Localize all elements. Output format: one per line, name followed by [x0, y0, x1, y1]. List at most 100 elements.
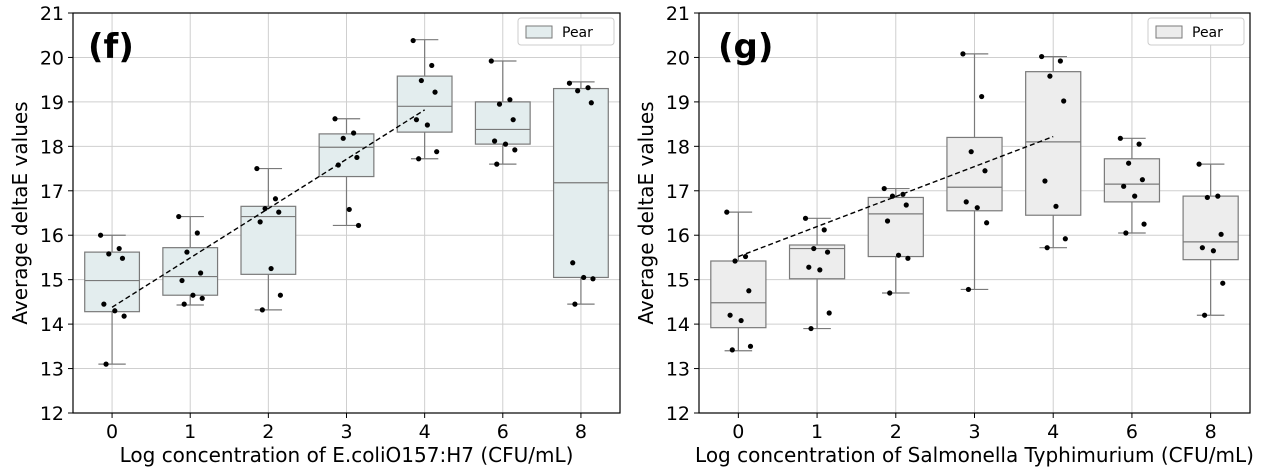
data-point [585, 85, 591, 91]
y-tick-label: 15 [666, 270, 690, 292]
data-point [729, 347, 735, 353]
data-point [259, 307, 265, 313]
box-iqr [162, 247, 219, 296]
y-tick-label: 14 [40, 314, 64, 336]
data-point [97, 232, 104, 238]
x-tick-label: 4 [1047, 421, 1059, 443]
data-point [116, 245, 122, 252]
data-point [488, 58, 494, 64]
data-point [824, 249, 831, 255]
data-point [572, 301, 578, 307]
x-tick-label: 0 [106, 421, 118, 443]
data-point [1220, 280, 1226, 286]
data-point [1121, 183, 1127, 189]
legend-swatch [525, 25, 553, 39]
data-point [884, 218, 891, 224]
data-point [570, 260, 576, 266]
data-point [1132, 193, 1138, 199]
data-point [272, 196, 279, 202]
x-tick-label: 8 [1205, 421, 1217, 443]
x-tick-label: 8 [575, 421, 587, 443]
data-point [732, 258, 738, 264]
data-point [581, 274, 587, 281]
x-tick-label: 2 [890, 421, 902, 443]
data-point [1141, 221, 1147, 227]
data-point [889, 193, 896, 199]
data-point [806, 264, 812, 270]
box-iqr [1182, 195, 1239, 261]
y-tick-label: 19 [666, 92, 690, 114]
x-tick-label: 1 [184, 421, 196, 443]
y-tick-label: 17 [666, 181, 690, 203]
data-point [1039, 53, 1045, 60]
data-point [112, 308, 118, 314]
data-point [817, 267, 823, 273]
legend-label: Pear [1192, 25, 1223, 41]
x-tick-label: 6 [1126, 421, 1138, 443]
legend-label: Pear [562, 25, 593, 41]
box-iqr [396, 75, 453, 133]
data-point [491, 138, 498, 144]
data-point [1057, 58, 1063, 64]
data-point [1139, 177, 1145, 183]
data-point [903, 202, 909, 208]
data-point [184, 249, 190, 255]
data-point [1117, 135, 1123, 141]
data-point [1136, 141, 1142, 147]
x-axis-label: Log concentration of Salmonella Typhimur… [695, 443, 1254, 467]
data-point [103, 361, 109, 367]
x-tick-label: 3 [968, 421, 980, 443]
x-tick-label: 3 [340, 421, 352, 443]
x-tick-label: 1 [811, 421, 823, 443]
y-tick-label: 21 [666, 3, 690, 25]
data-point [494, 161, 500, 167]
data-point [199, 295, 205, 301]
data-point [332, 116, 338, 122]
y-tick-label: 20 [40, 47, 64, 69]
data-point [1062, 236, 1068, 242]
data-point [1061, 98, 1067, 104]
trend-line [738, 135, 1054, 258]
data-point [811, 245, 817, 252]
y-tick-label: 16 [666, 225, 690, 247]
data-point [413, 117, 420, 123]
data-point [346, 206, 352, 213]
box-iqr [1025, 71, 1082, 216]
data-point [1042, 178, 1048, 184]
y-axis-label: Average deltaE values [8, 101, 32, 324]
box-iqr [788, 244, 846, 280]
box-iqr [84, 251, 141, 313]
y-tick-label: 13 [666, 359, 690, 381]
data-point [724, 209, 730, 215]
box-iqr [867, 196, 924, 258]
data-point [340, 135, 346, 141]
data-point [179, 277, 185, 284]
y-tick-label: 16 [40, 225, 64, 247]
y-tick-label: 21 [40, 3, 64, 25]
data-point [1044, 245, 1050, 251]
data-point [418, 77, 424, 84]
box-iqr [710, 260, 767, 329]
y-tick-label: 17 [40, 181, 64, 203]
data-point [510, 117, 516, 123]
data-point [1204, 194, 1210, 201]
data-point [887, 290, 893, 296]
data-point [351, 130, 357, 136]
data-point [1201, 312, 1208, 318]
data-point [190, 292, 196, 298]
data-point [257, 219, 263, 225]
data-point [802, 215, 809, 221]
data-point [1199, 245, 1205, 251]
y-tick-label: 14 [666, 314, 690, 336]
data-point [1123, 230, 1129, 236]
data-point [410, 37, 416, 44]
data-point [432, 89, 438, 95]
data-point [121, 313, 127, 319]
data-point [276, 209, 282, 215]
data-point [198, 270, 204, 276]
data-point [1210, 248, 1216, 254]
data-point [1053, 203, 1059, 209]
data-point [1218, 231, 1224, 237]
data-point [262, 205, 268, 212]
